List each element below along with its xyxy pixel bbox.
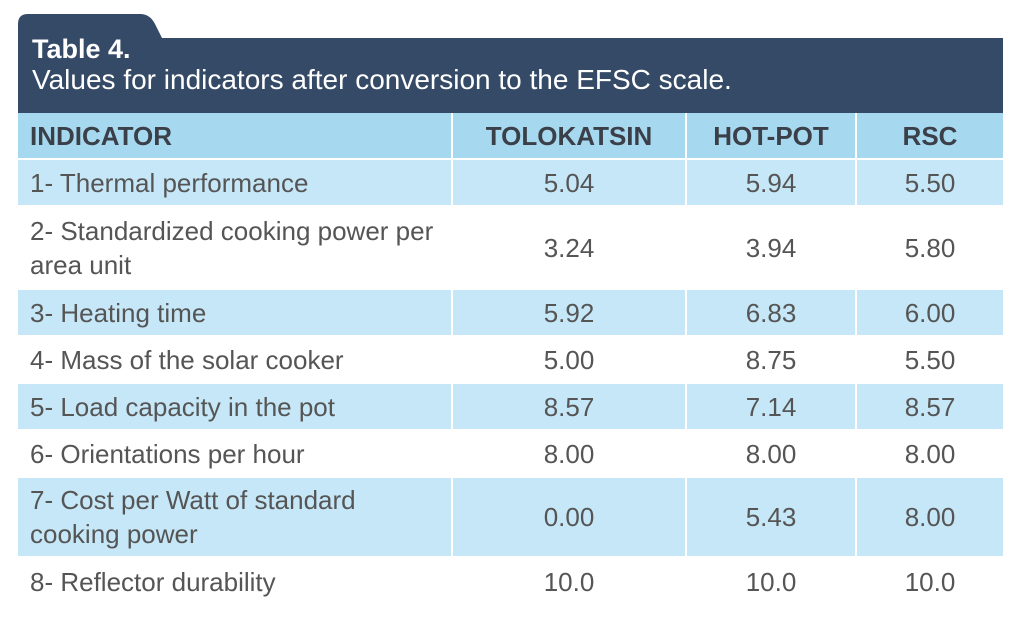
value-cell: 6.00 (855, 289, 1003, 337)
indicator-cell: 1- Thermal performance (18, 159, 453, 207)
indicator-cell: 4- Mass of the solar cooker (18, 336, 453, 384)
value-cell: 5.50 (855, 336, 1003, 384)
value-cell: 8.75 (685, 336, 857, 384)
value-cell: 8.57 (855, 383, 1003, 431)
table-subtitle: Values for indicators after conversion t… (32, 64, 732, 95)
table-row: 1- Thermal performance 5.04 5.94 5.50 (18, 159, 1003, 207)
value-cell: 0.00 (451, 477, 687, 558)
table-row: 4- Mass of the solar cooker 5.00 8.75 5.50 (18, 336, 1003, 384)
value-cell: 3.94 (685, 206, 857, 290)
table-row: 2- Standardized cooking power per area u… (18, 206, 1003, 290)
table-row: 7- Cost per Watt of standard cooking pow… (18, 477, 1003, 558)
value-cell: 3.24 (451, 206, 687, 290)
value-cell: 10.0 (855, 557, 1003, 608)
column-header: INDICATOR (18, 113, 453, 160)
value-cell: 5.50 (855, 159, 1003, 207)
value-cell: 5.80 (855, 206, 1003, 290)
value-cell: 8.00 (855, 430, 1003, 478)
indicator-cell: 3- Heating time (18, 289, 453, 337)
table-row: 6- Orientations per hour 8.00 8.00 8.00 (18, 430, 1003, 478)
data-table: INDICATOR TOLOKATSIN HOT-POT RSC 1- Thermal… (18, 113, 1003, 608)
table-row: 3- Heating time 5.92 6.83 6.00 (18, 289, 1003, 337)
value-cell: 8.00 (685, 430, 857, 478)
value-cell: 6.83 (685, 289, 857, 337)
value-cell: 10.0 (451, 557, 687, 608)
value-cell: 5.00 (451, 336, 687, 384)
column-header: HOT-POT (685, 113, 857, 160)
value-cell: 8.57 (451, 383, 687, 431)
table-title: Table 4. (32, 34, 131, 64)
indicator-cell: 7- Cost per Watt of standard cooking pow… (18, 477, 453, 558)
column-header: RSC (855, 113, 1003, 160)
indicator-cell: 2- Standardized cooking power per area u… (18, 206, 453, 290)
column-header: TOLOKATSIN (451, 113, 687, 160)
indicator-cell: 6- Orientations per hour (18, 430, 453, 478)
value-cell: 5.92 (451, 289, 687, 337)
value-cell: 5.43 (685, 477, 857, 558)
header-row: INDICATOR TOLOKATSIN HOT-POT RSC (18, 113, 1003, 160)
table-row: 5- Load capacity in the pot 8.57 7.14 8.57 (18, 383, 1003, 431)
value-cell: 8.00 (451, 430, 687, 478)
value-cell: 5.94 (685, 159, 857, 207)
value-cell: 10.0 (685, 557, 857, 608)
indicator-cell: 5- Load capacity in the pot (18, 383, 453, 431)
value-cell: 7.14 (685, 383, 857, 431)
table-row: 8- Reflector durability 10.0 10.0 10.0 (18, 557, 1003, 608)
value-cell: 8.00 (855, 477, 1003, 558)
header-band (18, 14, 1003, 113)
header-shape (18, 14, 1003, 113)
indicator-cell: 8- Reflector durability (18, 557, 453, 608)
value-cell: 5.04 (451, 159, 687, 207)
